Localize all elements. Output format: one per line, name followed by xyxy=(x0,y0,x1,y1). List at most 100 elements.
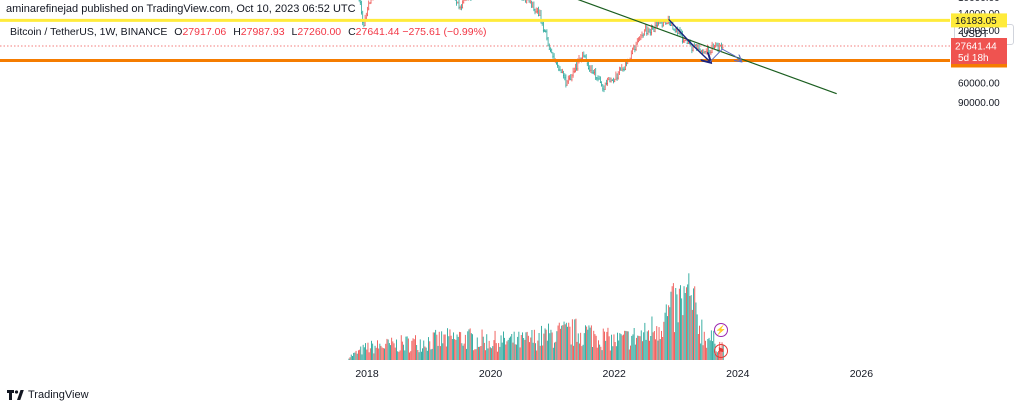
volume-bar xyxy=(580,332,582,360)
level-label-support: 16183.05 xyxy=(955,16,997,27)
high-value: 27987.93 xyxy=(240,26,285,38)
candle-body xyxy=(633,48,635,50)
volume-bar xyxy=(399,350,401,360)
volume-bar xyxy=(404,350,406,360)
candle-body xyxy=(679,32,681,34)
candle-body xyxy=(673,29,675,30)
volume-bar xyxy=(667,316,668,360)
volume-bar xyxy=(548,323,549,360)
candle-body xyxy=(563,75,565,77)
volume-bar xyxy=(678,288,680,360)
volume-bar xyxy=(537,340,539,360)
candle-body xyxy=(544,30,546,32)
volume-bar xyxy=(422,348,423,360)
volume-bar xyxy=(394,347,396,360)
candle-body xyxy=(676,31,677,33)
time-tick-label: 2026 xyxy=(850,368,874,380)
symbol-name[interactable]: Bitcoin / TetherUS, 1W, BINANCE xyxy=(10,26,168,38)
candle-body xyxy=(617,77,619,79)
price-tick-label: 60000.00 xyxy=(958,79,1000,90)
candle-body xyxy=(670,25,671,26)
volume-bar xyxy=(681,298,683,360)
volume-bar xyxy=(583,333,585,360)
volume-bar xyxy=(371,340,372,360)
candle-body xyxy=(369,3,371,5)
volume-bar xyxy=(695,302,697,360)
volume-bar xyxy=(620,334,622,360)
volume-bar xyxy=(630,345,631,360)
candle-body xyxy=(596,77,598,79)
time-tick-label: 2020 xyxy=(479,368,503,380)
volume-bar xyxy=(481,329,483,360)
candle-body xyxy=(364,25,366,26)
volume-bar xyxy=(494,330,496,360)
candle-body xyxy=(643,34,645,36)
candle-body xyxy=(641,35,643,36)
volume-bar xyxy=(608,336,610,360)
candle-body xyxy=(370,2,372,4)
candle-body xyxy=(535,11,537,13)
volume-bar xyxy=(668,305,670,360)
candle-body xyxy=(686,43,688,44)
volume-bar xyxy=(659,339,661,360)
trendline xyxy=(577,0,837,95)
candle-body xyxy=(566,84,568,86)
candle-body xyxy=(367,14,368,16)
candle-body xyxy=(681,40,683,42)
candle-body xyxy=(665,23,667,24)
lightning-icon[interactable]: ⚡ xyxy=(714,323,728,337)
volume-bar xyxy=(594,334,596,360)
candle-body xyxy=(532,6,534,8)
volume-bar xyxy=(437,345,439,360)
volume-bar xyxy=(474,349,476,360)
volume-bar xyxy=(621,335,623,360)
candle-body xyxy=(526,1,528,3)
candle-body xyxy=(684,40,686,41)
volume-bar xyxy=(457,336,459,360)
volume-bar xyxy=(708,337,710,360)
flag-icon[interactable]: ⚑ xyxy=(714,344,728,358)
candle-body xyxy=(623,69,625,70)
candle-body xyxy=(687,43,689,44)
candle-body xyxy=(705,51,707,53)
volume-bar xyxy=(352,356,353,360)
candle-body xyxy=(361,12,362,14)
volume-bar xyxy=(604,331,605,360)
symbol-legend: Bitcoin / TetherUS, 1W, BINANCE O27917.0… xyxy=(10,26,486,38)
volume-bar xyxy=(382,348,384,360)
volume-bar xyxy=(700,343,702,360)
volume-bar xyxy=(651,316,653,360)
volume-bar xyxy=(661,330,662,360)
volume-bar xyxy=(407,338,409,360)
candle-body xyxy=(604,89,606,90)
volume-bar xyxy=(411,340,413,360)
candle-body xyxy=(590,69,592,71)
volume-bar xyxy=(637,335,639,360)
volume-bar xyxy=(539,345,541,360)
candle-body xyxy=(711,52,713,54)
volume-bar xyxy=(693,288,694,360)
candle-body xyxy=(565,84,567,86)
volume-bar xyxy=(472,334,473,360)
volume-bar xyxy=(561,325,563,360)
volume-bars xyxy=(348,273,724,360)
volume-bar xyxy=(631,335,633,360)
volume-bar xyxy=(497,351,498,360)
volume-bar xyxy=(536,350,538,360)
candle-body xyxy=(627,63,629,65)
volume-bar xyxy=(562,325,564,360)
volume-bar xyxy=(551,332,553,360)
volume-bar xyxy=(470,333,472,360)
volume-bar xyxy=(694,286,696,360)
volume-bar xyxy=(658,327,660,360)
candle-body xyxy=(573,71,575,72)
volume-bar xyxy=(638,335,640,360)
price-axis-bg xyxy=(950,46,1024,362)
candle-body xyxy=(714,47,715,48)
candle-body xyxy=(621,69,623,71)
volume-bar xyxy=(445,346,447,360)
volume-bar xyxy=(542,345,544,360)
candle-body xyxy=(616,77,618,79)
volume-bar xyxy=(401,341,403,360)
